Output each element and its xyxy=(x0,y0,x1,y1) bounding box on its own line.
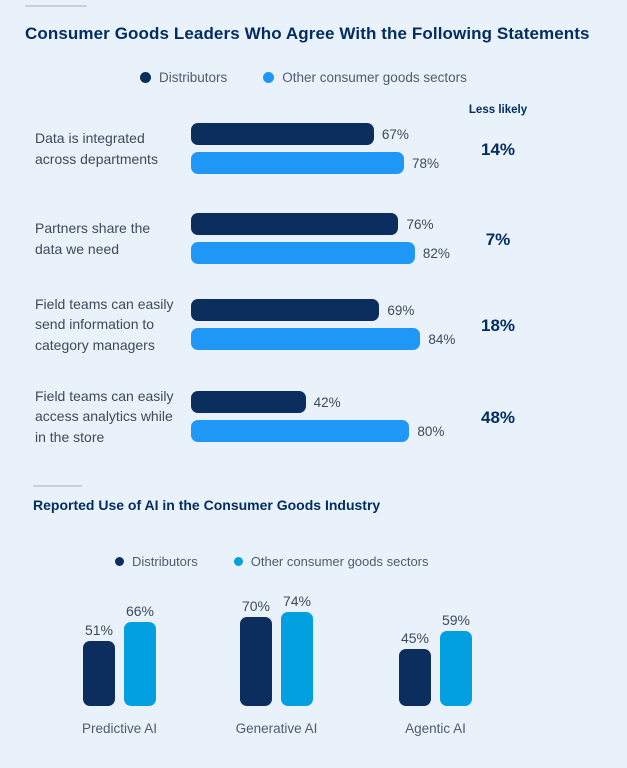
vbar-distributors-fill xyxy=(83,641,115,706)
ai-group-generative: 70% 74% Generative AI xyxy=(236,592,318,736)
bar-value-other-sectors: 84% xyxy=(428,331,456,347)
category-label-agentic-ai: Agentic AI xyxy=(405,721,466,736)
chart2-title: Reported Use of AI in the Consumer Goods… xyxy=(33,497,381,513)
less-likely-value: 18% xyxy=(480,316,516,335)
legend-dot-distributors xyxy=(115,557,124,566)
less-likely-value: 48% xyxy=(480,408,516,427)
bar-distributors-fill xyxy=(191,299,380,321)
statement-label: Field teams can easily access analytics … xyxy=(35,388,174,445)
vbar-distributors: 45% xyxy=(399,630,431,706)
bar-distributors: 76% xyxy=(191,213,434,235)
less-likely-value: 7% xyxy=(485,230,511,249)
chart1-title: Consumer Goods Leaders Who Agree With th… xyxy=(25,24,590,43)
vbar-other-sectors: 66% xyxy=(124,603,156,706)
vbar-other-sectors: 59% xyxy=(440,612,472,706)
ai-bars: 70% 74% xyxy=(240,592,313,706)
ai-bars: 51% 66% xyxy=(83,592,156,706)
decorative-line-section2 xyxy=(33,485,82,487)
less-likely-header: Less likely xyxy=(468,104,528,116)
statement-row-field-teams-send: Field teams can easily send information … xyxy=(0,289,627,363)
legend-label-distributors: Distributors xyxy=(132,554,198,569)
bar-other-sectors: 80% xyxy=(191,420,444,442)
bar-distributors: 42% xyxy=(191,391,341,413)
bar-other-sectors-fill xyxy=(191,242,415,264)
bar-other-sectors: 82% xyxy=(191,242,450,264)
legend-label-other-sectors: Other consumer goods sectors xyxy=(282,70,467,85)
bar-value-distributors: 42% xyxy=(313,394,341,410)
bar-other-sectors-fill xyxy=(191,152,404,174)
bar-other-sectors: 78% xyxy=(191,152,439,174)
decorative-line-top xyxy=(25,5,87,7)
vbar-other-sectors-fill xyxy=(124,622,156,706)
statement-row-field-teams-analytics: Field teams can easily access analytics … xyxy=(0,381,627,455)
bar-other-sectors-fill xyxy=(191,420,410,442)
vbar-value-other-sectors: 66% xyxy=(125,603,155,620)
vbar-distributors: 51% xyxy=(83,622,115,706)
vbar-value-other-sectors: 74% xyxy=(282,593,312,610)
vbar-value-distributors: 45% xyxy=(400,629,430,646)
bar-distributors-fill xyxy=(191,213,399,235)
bar-value-other-sectors: 78% xyxy=(411,155,439,171)
legend-label-distributors: Distributors xyxy=(159,70,228,85)
legend-dot-other-sectors xyxy=(263,72,275,83)
vbar-other-sectors-fill xyxy=(281,612,313,706)
bar-other-sectors: 84% xyxy=(191,328,455,350)
statement-row-data-integrated: Data is integrated across departments 67… xyxy=(0,113,627,187)
ai-group-agentic: 45% 59% Agentic AI xyxy=(399,592,472,736)
vbar-value-other-sectors: 59% xyxy=(441,612,471,629)
bar-value-distributors: 76% xyxy=(406,216,434,232)
vbar-distributors-fill xyxy=(240,617,272,706)
vbar-distributors: 70% xyxy=(240,598,272,706)
bar-other-sectors-fill xyxy=(191,328,421,350)
bar-distributors-fill xyxy=(191,123,374,145)
bar-value-other-sectors: 80% xyxy=(417,423,445,439)
bar-value-distributors: 69% xyxy=(387,302,415,318)
bar-value-other-sectors: 82% xyxy=(422,245,450,261)
chart1-legend: Distributors Other consumer goods sector… xyxy=(140,70,467,85)
bar-distributors: 69% xyxy=(191,299,414,321)
bar-value-distributors: 67% xyxy=(381,126,409,142)
category-label-generative-ai: Generative AI xyxy=(235,721,318,736)
category-label-predictive-ai: Predictive AI xyxy=(81,721,158,736)
legend-label-other-sectors: Other consumer goods sectors xyxy=(250,554,429,569)
statement-label: Field teams can easily send information … xyxy=(35,296,174,353)
vbar-distributors-fill xyxy=(399,648,431,706)
vbar-other-sectors-fill xyxy=(440,631,472,706)
chart2-legend: Distributors Other consumer goods sector… xyxy=(115,554,429,569)
legend-dot-distributors xyxy=(140,72,151,83)
bar-distributors-fill xyxy=(191,391,306,413)
statement-label: Partners share the data we need xyxy=(35,220,151,257)
bar-distributors: 67% xyxy=(191,123,409,145)
ai-bars: 45% 59% xyxy=(399,592,472,706)
ai-group-predictive: 51% 66% Predictive AI xyxy=(82,592,157,736)
statement-row-partners-share: Partners share the data we need 76% 82% … xyxy=(0,203,627,277)
vbar-value-distributors: 70% xyxy=(241,598,271,615)
less-likely-value: 14% xyxy=(480,140,516,159)
statement-label: Data is integrated across departments xyxy=(35,130,158,167)
vbar-other-sectors: 74% xyxy=(281,593,313,706)
vbar-value-distributors: 51% xyxy=(84,622,114,639)
legend-dot-other-sectors xyxy=(233,557,243,566)
